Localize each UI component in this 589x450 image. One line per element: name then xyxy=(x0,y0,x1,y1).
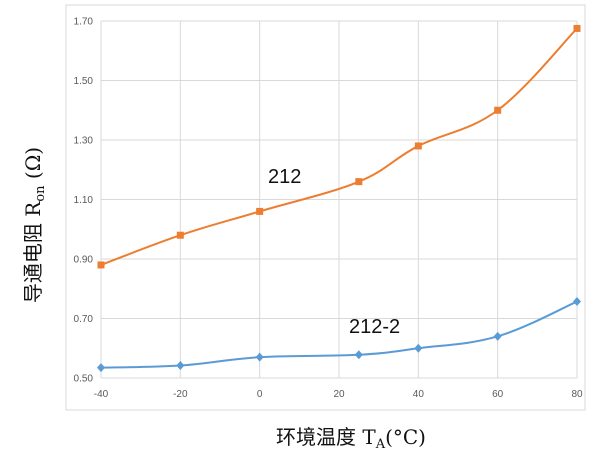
y-axis-title-sub: on xyxy=(33,185,48,202)
series-label-212-2: 212-2 xyxy=(349,316,400,338)
plot-frame xyxy=(65,4,586,411)
gridlines xyxy=(100,20,578,379)
y-axis-title: 导通电阻 Ron (Ω) xyxy=(21,147,48,303)
x-tick-label: 20 xyxy=(333,389,345,400)
data-point-212 xyxy=(256,207,264,215)
x-tick-label: -20 xyxy=(173,389,188,400)
y-tick-label: 1.50 xyxy=(74,76,94,87)
data-point-212 xyxy=(414,142,422,150)
x-tick-label: 60 xyxy=(492,389,504,400)
x-tick-label: 80 xyxy=(571,389,583,400)
data-point-212 xyxy=(573,24,581,32)
data-point-212-2 xyxy=(97,363,105,373)
x-axis-title: 环境温度 TA(°C) xyxy=(276,425,426,450)
data-point-212-2 xyxy=(176,361,185,371)
data-point-212-2 xyxy=(354,350,363,360)
data-point-212-2 xyxy=(414,343,423,353)
y-tick-label: 1.70 xyxy=(74,17,94,28)
x-axis-title-sub: A xyxy=(375,437,386,450)
y-axis-title-unit: (Ω) xyxy=(21,147,45,186)
series-label-212: 212 xyxy=(268,166,301,188)
y-tick-label: 1.10 xyxy=(74,195,94,206)
y-axis-title-main: 导通电阻 R xyxy=(21,201,45,303)
data-point-212 xyxy=(97,261,105,269)
series-markers xyxy=(97,24,581,373)
y-tick-label: 0.90 xyxy=(74,255,94,266)
x-axis-title-unit: (°C) xyxy=(385,425,426,449)
x-tick-label: -40 xyxy=(94,389,109,400)
y-tick-label: 1.30 xyxy=(74,136,94,147)
x-axis-title-main: 环境温度 T xyxy=(276,425,376,449)
y-tick-label: 0.50 xyxy=(74,374,94,385)
x-tick-labels: -40 -20 0 20 40 60 80 xyxy=(94,389,583,400)
y-tick-labels: 0.50 0.70 0.90 1.10 1.30 1.50 1.70 xyxy=(74,17,94,385)
data-point-212 xyxy=(176,231,184,239)
data-point-212-2 xyxy=(493,331,502,341)
data-point-212 xyxy=(494,106,502,114)
y-tick-label: 0.70 xyxy=(74,314,94,325)
data-point-212 xyxy=(355,178,363,186)
x-tick-label: 40 xyxy=(413,389,425,400)
data-point-212-2 xyxy=(573,297,581,307)
data-point-212-2 xyxy=(255,352,264,362)
x-tick-label: 0 xyxy=(257,389,263,400)
